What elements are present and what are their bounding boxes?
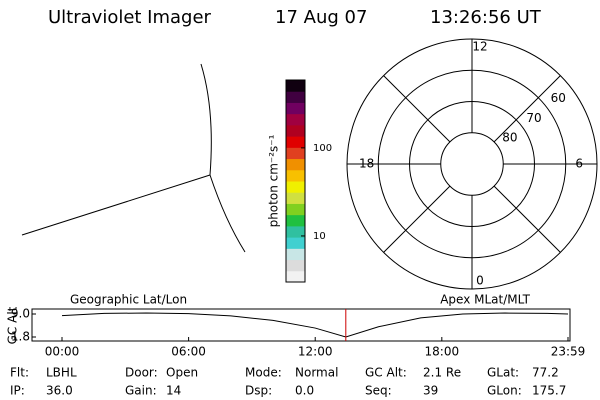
info-key: Dsp:: [245, 384, 272, 398]
spoke: [493, 75, 561, 143]
mlt-label: 12: [472, 40, 487, 54]
info-value: 2.1 Re: [423, 366, 461, 380]
y-label: GC Alt: [6, 306, 20, 344]
ring-label: 70: [526, 111, 541, 125]
mlt-label: 6: [575, 157, 583, 171]
color-swatch: [286, 147, 305, 160]
spoke: [383, 185, 451, 253]
info-key: GC Alt:: [365, 366, 407, 380]
info-value: 39: [423, 384, 438, 398]
color-swatch: [286, 113, 305, 126]
color-swatch: [286, 214, 305, 227]
earth-limb: [200, 63, 246, 253]
spoke: [383, 75, 451, 143]
info-key: Seq:: [365, 384, 392, 398]
title: Ultraviolet Imager: [48, 7, 212, 28]
color-swatch: [286, 203, 305, 216]
left-label: Geographic Lat/Lon: [70, 293, 187, 307]
info-key: IP:: [10, 384, 25, 398]
info-key: Mode:: [245, 366, 282, 380]
y-tick-label: 1.8: [11, 330, 30, 344]
color-swatch: [286, 102, 305, 115]
x-tick-label: 00:00: [45, 345, 80, 359]
info-value: Normal: [295, 366, 338, 380]
info-value: 36.0: [46, 384, 73, 398]
info-value: 175.7: [532, 384, 566, 398]
plot-frame: [31, 308, 571, 342]
mlt-label: 18: [359, 157, 374, 171]
color-swatch: [286, 192, 305, 204]
time: 13:26:56 UT: [430, 7, 542, 28]
colorbar-tick-label: 100: [313, 143, 332, 154]
ring-label: 60: [551, 91, 566, 105]
altitude-line: [61, 312, 569, 338]
color-swatch: [286, 237, 305, 249]
terminator-line: [21, 174, 211, 236]
info-value: LBHL: [46, 366, 77, 380]
colorbar-frame: [285, 79, 306, 283]
ring-label: 80: [502, 131, 517, 145]
info-key: GLon:: [487, 384, 522, 398]
color-swatch: [286, 248, 305, 261]
x-tick-label: 18:00: [425, 345, 460, 359]
x-tick-label: 23:59: [551, 345, 586, 359]
info-value: 77.2: [532, 366, 559, 380]
color-swatch: [286, 181, 305, 193]
color-swatch: [286, 80, 305, 92]
right-label: Apex MLat/MLT: [440, 293, 530, 307]
color-swatch: [286, 225, 305, 238]
colorbar-tick-label: 10: [313, 231, 326, 242]
mlt-label: 0: [476, 274, 484, 288]
y-tick-label: 9.0: [11, 307, 30, 321]
color-swatch: [286, 169, 305, 182]
info-key: Gain:: [125, 384, 157, 398]
color-swatch: [286, 136, 305, 148]
info-value: 0.0: [295, 384, 314, 398]
info-key: Flt:: [10, 366, 29, 380]
info-value: 14: [166, 384, 181, 398]
color-swatch: [286, 124, 305, 137]
color-swatch: [286, 158, 305, 171]
info-key: GLat:: [487, 366, 519, 380]
info-key: Door:: [125, 366, 158, 380]
color-swatch: [286, 259, 305, 272]
x-tick-label: 06:00: [171, 345, 206, 359]
color-swatch: [286, 91, 305, 103]
spoke: [493, 185, 561, 253]
colorbar-label: photon cm⁻²s⁻¹: [267, 134, 281, 227]
date: 17 Aug 07: [275, 7, 367, 28]
x-tick-label: 12:00: [298, 345, 333, 359]
info-value: Open: [166, 366, 198, 380]
color-swatch: [286, 270, 305, 283]
